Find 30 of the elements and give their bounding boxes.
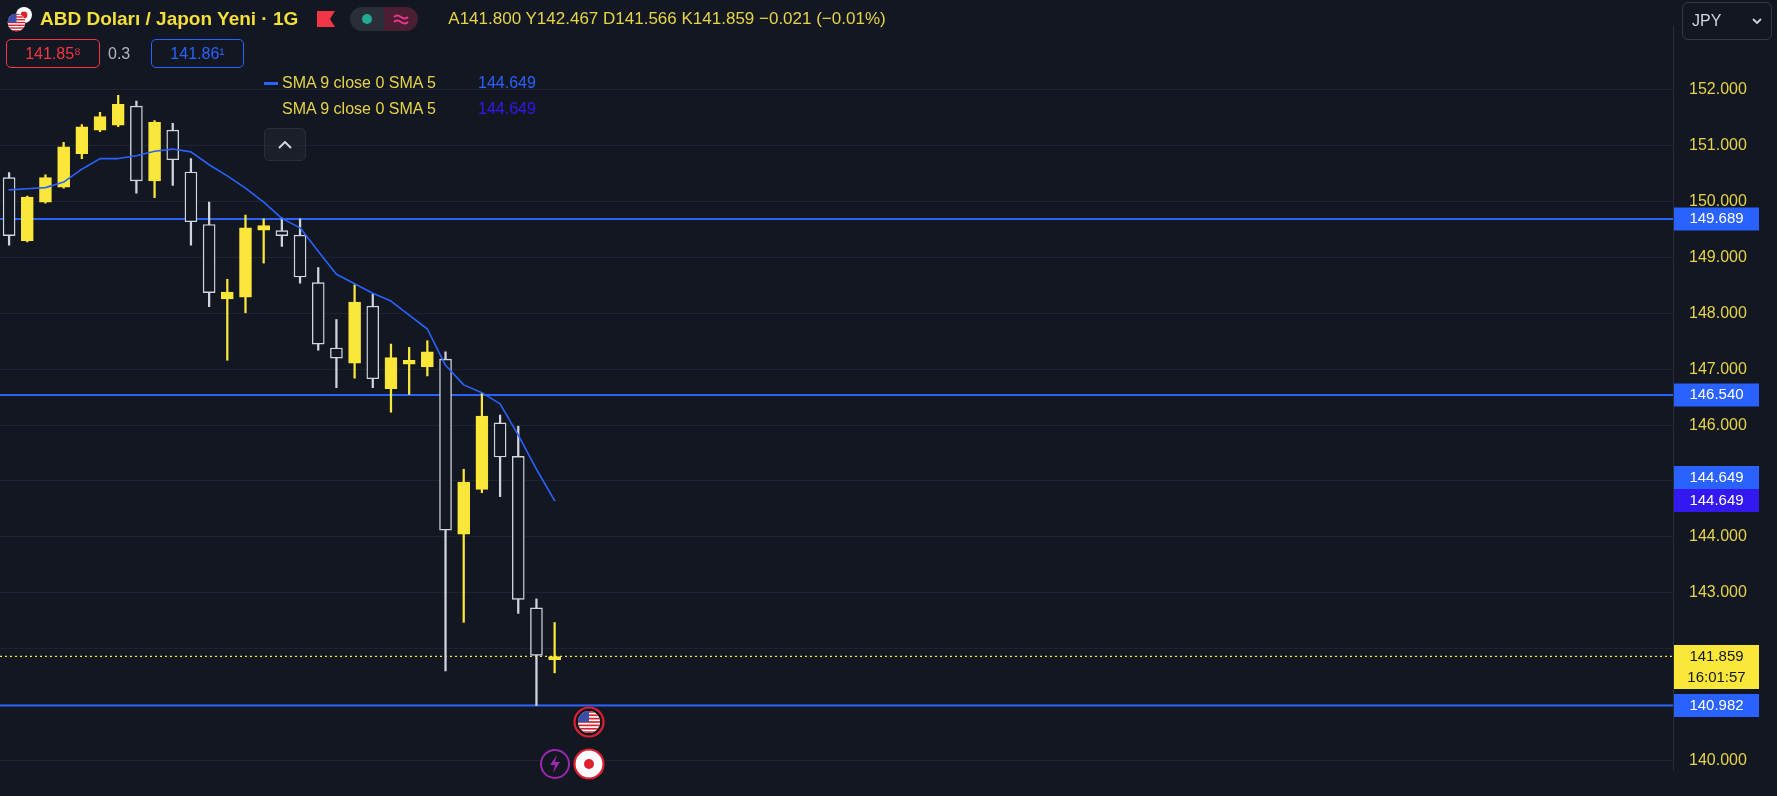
- annotation: SMA 9 close 0 SMA 5: [282, 100, 436, 118]
- y-tick-label: 147.000: [1689, 359, 1747, 377]
- y-tick-label: 150.000: [1689, 192, 1747, 210]
- legend-label: SMA 9 close 0 SMA 5: [282, 74, 436, 92]
- y-tick-label: 140.000: [1689, 750, 1747, 768]
- annotation: 144.649: [478, 100, 536, 118]
- ref-line-label: 140.982: [1689, 695, 1744, 713]
- chart-subtitle: A141.800 Y142.467 D141.566 K141.859 −0.021 (−0.01%): [448, 9, 886, 29]
- annotation: 144.649: [478, 74, 536, 92]
- y-tick-label: 144.000: [1689, 527, 1747, 545]
- ref-line-label: 141.859 16:01:57: [1687, 646, 1746, 685]
- price-box: 141.86¹: [151, 39, 244, 68]
- y-tick-label: 149.000: [1689, 247, 1747, 265]
- annotation: 0.3: [108, 44, 131, 63]
- price-box: 141.85⁸: [6, 39, 100, 68]
- dropdown-box: JPY: [1682, 2, 1772, 40]
- text: 144.649: [1689, 490, 1744, 508]
- y-axis-title: JPY: [1692, 12, 1722, 30]
- y-tick-label: 148.000: [1689, 303, 1747, 321]
- candlestick: [330, 319, 343, 388]
- y-tick-label: 143.000: [1689, 583, 1747, 601]
- annotation: 141.86¹: [170, 44, 225, 63]
- y-tick-label: 151.000: [1689, 136, 1747, 154]
- y-tick-label: 152.000: [1689, 80, 1747, 98]
- chart-title: ABD Doları / Japon Yeni · 1G: [40, 8, 299, 30]
- ref-line-label: 149.689: [1689, 209, 1744, 227]
- text: 144.649: [1689, 467, 1744, 485]
- y-tick-label: 146.000: [1689, 415, 1747, 433]
- ref-line-label: 146.540: [1689, 385, 1744, 403]
- annotation: 141.85⁸: [25, 44, 81, 63]
